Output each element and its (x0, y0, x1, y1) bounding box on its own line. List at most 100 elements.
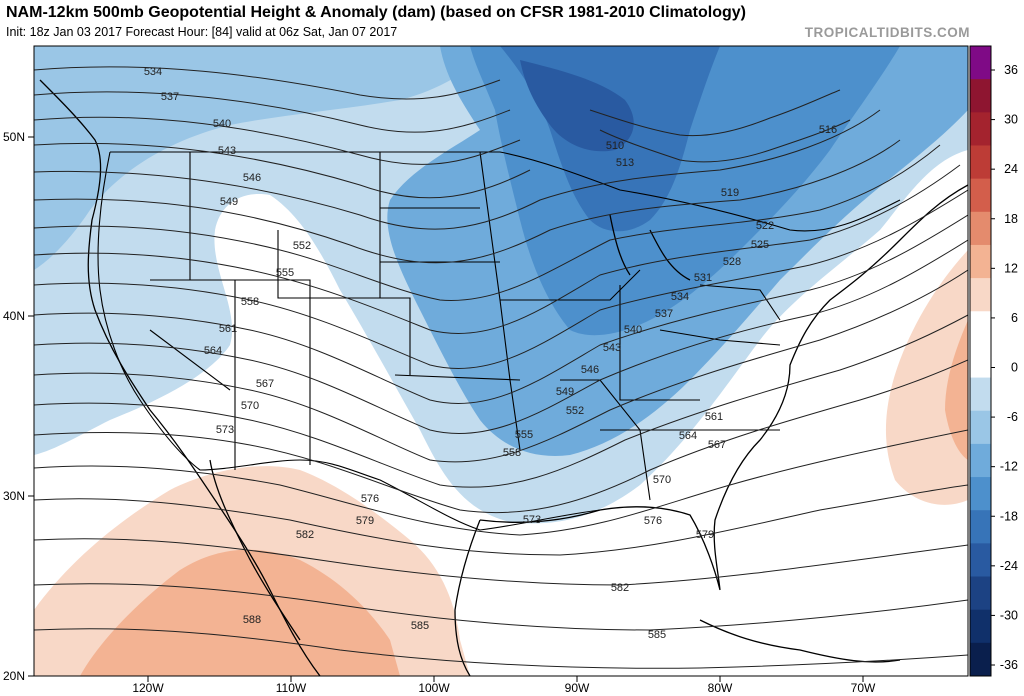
contour-label: 543 (218, 145, 236, 157)
contour-label: 570 (241, 400, 259, 412)
contour-label: 519 (721, 187, 739, 199)
colorbar-swatch (970, 112, 991, 146)
contour-label: 534 (144, 66, 162, 78)
height-contours (34, 66, 968, 669)
contour-labels: 5345375405435465495525555585615645675705… (144, 66, 837, 641)
contour-label: 582 (611, 582, 629, 594)
contour-label: 573 (216, 424, 234, 436)
negative-anomaly-shading (34, 46, 968, 524)
colorbar-label: 12 (1004, 261, 1018, 275)
colorbar-label: -36 (1000, 658, 1018, 672)
contour-label: 537 (161, 91, 179, 103)
longitude-label: 80W (708, 681, 733, 695)
contour-label: 576 (361, 493, 379, 505)
colorbar-swatch (970, 443, 991, 478)
contour-label: 585 (648, 629, 666, 641)
colorbar-label: -6 (1007, 410, 1018, 424)
colorbar-label: 0 (1011, 361, 1018, 375)
contour-label: 516 (819, 124, 837, 136)
coastlines (39, 79, 968, 676)
colorbar-swatch (970, 477, 991, 511)
colorbar-swatch (970, 510, 991, 544)
latitude-label: 20N (3, 669, 25, 683)
colorbar-label: 6 (1011, 311, 1018, 325)
map-title: NAM-12km 500mb Geopotential Height & Ano… (6, 4, 746, 21)
colorbar-swatch (970, 576, 991, 611)
contour-label: 531 (694, 272, 712, 284)
contour-label: 564 (679, 430, 697, 442)
contour-label: 579 (356, 515, 374, 527)
contour-label: 561 (705, 411, 723, 423)
longitude-label: 70W (851, 681, 876, 695)
contour-label: 546 (581, 364, 599, 376)
colorbar-swatch (970, 609, 991, 644)
colorbar-label: -12 (1000, 460, 1018, 474)
contour-label: 558 (503, 447, 521, 459)
contour-label: 555 (276, 267, 294, 279)
contour-label: 570 (653, 474, 671, 486)
colorbar-label: 24 (1004, 162, 1018, 176)
contour-label: 558 (241, 296, 259, 308)
contour-label: 585 (411, 620, 429, 632)
colorbar-swatch (970, 377, 991, 412)
longitude-label: 120W (132, 681, 164, 695)
colorbar-swatch (970, 642, 991, 677)
colorbar-swatch (970, 46, 991, 80)
political-borders (97, 151, 901, 531)
contour-label: 528 (723, 256, 741, 268)
contour-label: 582 (296, 529, 314, 541)
colorbar-label: -18 (1000, 509, 1018, 523)
contour-label: 549 (556, 386, 574, 398)
contour-label: 534 (671, 291, 689, 303)
positive-anomaly-shading (34, 250, 968, 676)
map-area (34, 46, 968, 676)
longitude-label: 100W (418, 681, 450, 695)
colorbar-label: -30 (1000, 608, 1018, 622)
colorbar-label: 36 (1004, 63, 1018, 77)
longitude-label: 90W (565, 681, 590, 695)
longitude-label: 110W (276, 681, 307, 695)
contour-label: 540 (213, 118, 231, 130)
colorbar-label: 18 (1004, 212, 1018, 226)
colorbar-swatch (970, 543, 991, 578)
contour-label: 537 (655, 308, 673, 320)
contour-label: 522 (756, 220, 774, 232)
contour-label: 579 (696, 529, 714, 541)
contour-label: 552 (293, 240, 311, 252)
contour-label: 540 (624, 324, 642, 336)
colorbar-swatch (970, 178, 991, 213)
colorbar-label: -24 (1000, 559, 1018, 573)
brand-watermark: TROPICALTIDBITS.COM (804, 25, 970, 40)
colorbar-frame (969, 45, 992, 677)
colorbar-swatch (970, 278, 991, 312)
contour-label: 510 (606, 140, 624, 152)
contour-label: 588 (243, 614, 261, 626)
latitude-label: 50N (3, 130, 25, 144)
colorbar-swatch (970, 311, 991, 345)
contour-label: 567 (256, 378, 274, 390)
longitude-labels: 120W 110W 100W 90W 80W 70W (132, 676, 876, 695)
contour-label: 552 (566, 405, 584, 417)
contour-label: 555 (515, 429, 533, 441)
contour-label: 513 (616, 157, 634, 169)
anomaly-colorbar: 36 30 24 18 12 6 0 -6 -12 -18 -24 -30 -36 (969, 45, 1018, 677)
contour-label: 546 (243, 172, 261, 184)
colorbar-swatch (970, 145, 991, 180)
contour-label: 549 (220, 196, 238, 208)
contour-label: 567 (708, 439, 726, 451)
colorbar-label: 30 (1004, 113, 1018, 127)
contour-label: 525 (751, 239, 769, 251)
colorbar-swatch (970, 211, 991, 246)
contour-label: 573 (523, 514, 541, 526)
contour-label: 543 (603, 342, 621, 354)
contour-label: 576 (644, 515, 662, 527)
contour-label: 564 (204, 345, 222, 357)
latitude-label: 40N (3, 309, 25, 323)
latitude-labels: 50N 40N 30N 20N (3, 130, 34, 683)
contour-label: 561 (219, 323, 237, 335)
colorbar-swatch (970, 344, 991, 379)
colorbar-swatch (970, 244, 991, 279)
map-subtitle: Init: 18z Jan 03 2017 Forecast Hour: [84… (6, 25, 398, 39)
latitude-label: 30N (3, 489, 25, 503)
